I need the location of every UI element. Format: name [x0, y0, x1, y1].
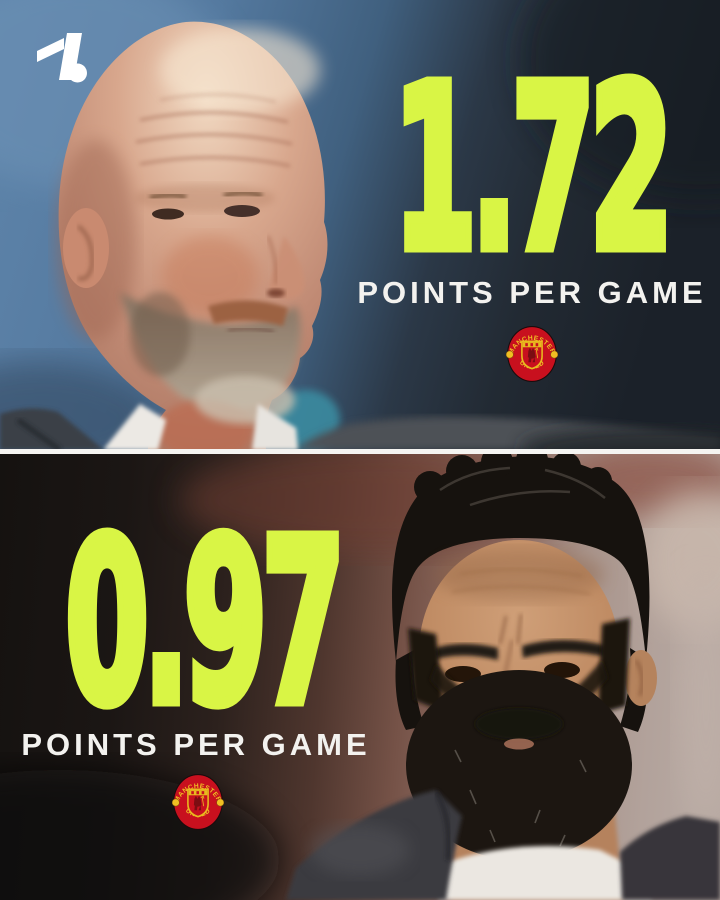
logo-flag — [37, 38, 64, 62]
stat-label-ten-hag: POINTS PER GAME — [357, 275, 707, 310]
ppg-number: 0.97 — [63, 493, 349, 755]
onefootball-logo — [37, 33, 87, 83]
ten-hag-photo — [0, 0, 720, 449]
amorim-photo — [0, 454, 720, 900]
panel-divider — [0, 449, 720, 454]
manchester-united-crest — [506, 325, 558, 383]
stat-label-amorim: POINTS PER GAME — [21, 727, 371, 762]
logo-stem — [59, 33, 82, 80]
panel-ten-hag: 1.72 POINTS PER GAME — [0, 0, 720, 449]
ppg-number: 1.72 — [391, 39, 677, 301]
logo-dot — [68, 63, 87, 83]
manchester-united-crest — [172, 773, 224, 831]
stat-value-amorim: 0.97 — [23, 506, 383, 743]
panel-amorim: 0.97 POINTS PER GAME — [0, 454, 720, 900]
person-ten-hag — [0, 21, 720, 449]
stat-value-ten-hag: 1.72 — [351, 52, 711, 289]
person-amorim — [286, 454, 720, 900]
